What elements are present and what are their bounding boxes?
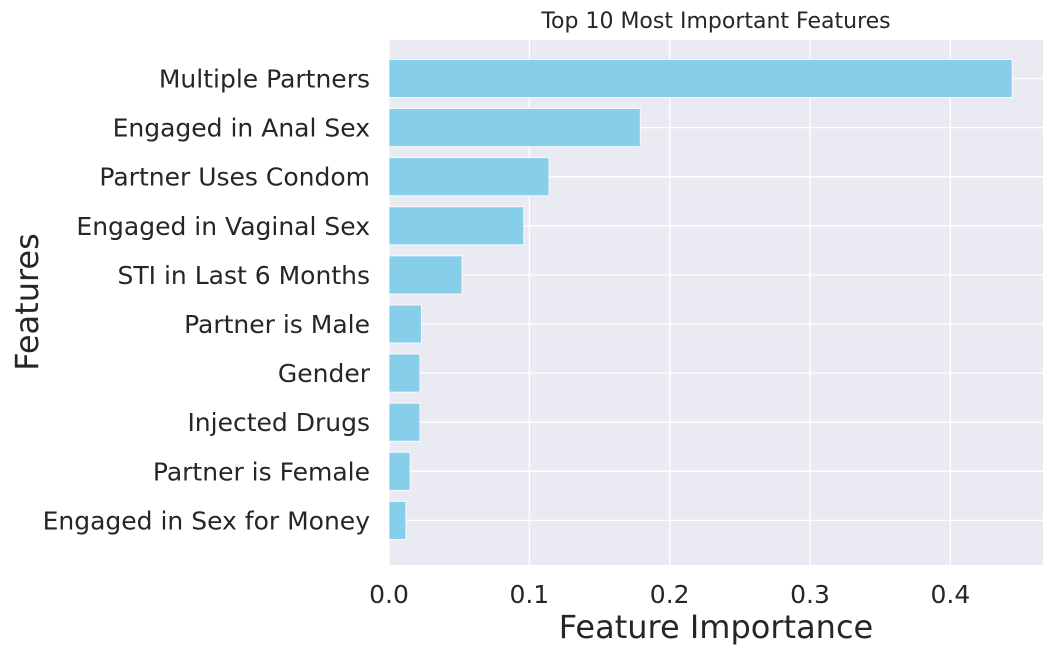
bar <box>388 157 550 197</box>
x-tick-label: 0.2 <box>650 580 690 609</box>
x-tick-label: 0.0 <box>369 580 409 609</box>
category-label: Engaged in Sex for Money <box>43 506 371 535</box>
category-label: Injected Drugs <box>187 408 370 437</box>
x-tick-labels: 0.0 0.1 0.2 0.3 0.4 <box>369 580 970 609</box>
x-tick-label: 0.1 <box>509 580 549 609</box>
bar <box>388 59 1013 98</box>
x-axis-label: Feature Importance <box>559 608 873 646</box>
category-label: Partner is Male <box>184 310 370 339</box>
bar <box>388 206 525 246</box>
category-label: Engaged in Vaginal Sex <box>76 212 370 241</box>
bar <box>388 402 421 442</box>
category-label: Partner is Female <box>153 457 370 486</box>
bars <box>388 59 1013 540</box>
category-label: Partner Uses Condom <box>99 163 370 192</box>
category-label: STI in Last 6 Months <box>118 261 370 290</box>
category-label: Multiple Partners <box>159 65 370 94</box>
bar <box>388 451 411 491</box>
category-labels: Multiple Partners Engaged in Anal Sex Part… <box>43 65 371 536</box>
category-label: Engaged in Anal Sex <box>113 114 370 143</box>
bar <box>388 353 421 393</box>
y-axis-label: Features <box>8 233 46 371</box>
bar <box>388 108 641 147</box>
category-label: Gender <box>278 359 371 388</box>
bar <box>388 255 463 295</box>
x-tick-label: 0.4 <box>930 580 970 609</box>
bar <box>388 304 422 344</box>
chart-title: Top 10 Most Important Features <box>540 9 890 34</box>
bar <box>388 500 407 540</box>
x-tick-label: 0.3 <box>790 580 830 609</box>
